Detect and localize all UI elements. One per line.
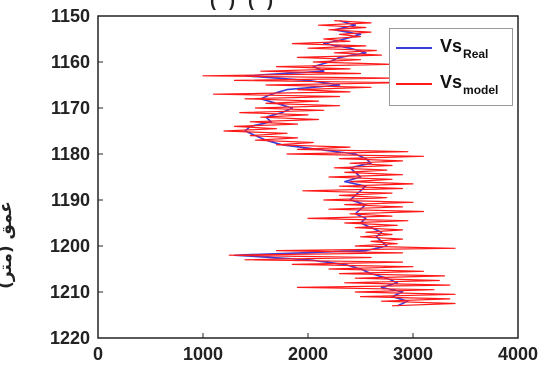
- legend-swatch-real: [396, 47, 432, 49]
- legend-label-model: Vsmodel: [440, 71, 499, 97]
- legend-label-real: VsReal: [440, 35, 489, 61]
- y-tick-label: 1190: [51, 190, 90, 210]
- series-layer: [202, 19, 456, 307]
- y-tick-label: 1160: [51, 52, 90, 72]
- x-tick-label: 2000: [288, 344, 328, 364]
- legend-swatch-model: [396, 83, 432, 85]
- series-line-model: [202, 20, 456, 307]
- x-tick-label: 0: [93, 344, 103, 364]
- tick-layer: 0 1000 2000 3000 4000 1150 1160 1170 1180 1190 120…: [50, 6, 538, 364]
- y-tick-label: 1220: [50, 328, 90, 348]
- y-axis-label: عمق (متر): [0, 201, 16, 289]
- x-tick-label: 3000: [393, 344, 433, 364]
- x-tick-label: 1000: [183, 344, 223, 364]
- y-tick-label: 1170: [51, 98, 90, 118]
- y-tick-label: 1150: [51, 6, 90, 26]
- y-tick-label: 1210: [50, 282, 90, 302]
- y-tick-label: 1180: [51, 144, 90, 164]
- x-tick-label: 4000: [498, 344, 538, 364]
- legend-entry-real: VsReal: [396, 33, 488, 63]
- legend: VsReal Vsmodel: [389, 28, 513, 106]
- legend-entry-model: Vsmodel: [396, 69, 498, 99]
- y-tick-label: 1200: [50, 236, 90, 256]
- cropped-title-fragment: ( ) ( ): [210, 0, 277, 10]
